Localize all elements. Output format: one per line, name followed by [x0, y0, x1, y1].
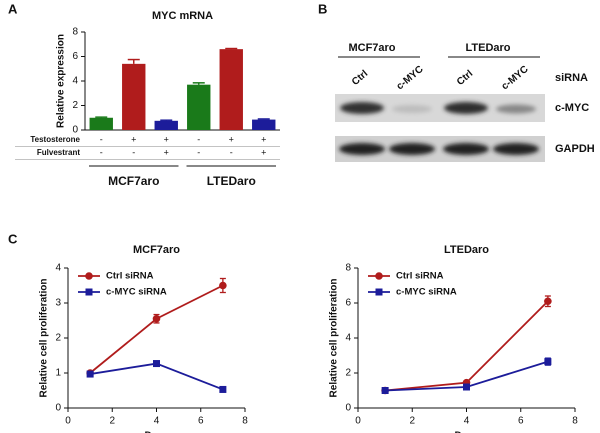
treatment-sign: - [132, 147, 135, 157]
group-label: MCF7aro [108, 174, 159, 188]
marker [219, 281, 227, 290]
series-line [89, 362, 224, 391]
marker [381, 387, 389, 394]
y-axis-label: Relative expression [56, 34, 67, 128]
legend-marker [85, 272, 93, 280]
band [496, 104, 536, 114]
treatment-sign: + [261, 134, 266, 144]
band [389, 143, 435, 155]
treatment-sign: + [261, 147, 266, 157]
band [392, 105, 432, 113]
x-axis-label: Days [145, 431, 169, 433]
marker [86, 370, 94, 378]
y-tick-label: 3 [55, 298, 61, 309]
legend-marker [85, 288, 93, 296]
chart-title: MCF7aro [133, 244, 180, 256]
lane-label: Ctrl [455, 68, 475, 88]
chart-title: LTEDaro [444, 244, 489, 256]
legend-marker [375, 272, 383, 280]
x-tick-label: 8 [242, 416, 248, 427]
band [340, 102, 384, 114]
lane-label: Ctrl [350, 68, 370, 88]
series-line [89, 284, 224, 374]
x-tick-label: 4 [154, 416, 160, 427]
lane-label: c-MYC [395, 64, 426, 92]
treatment-sign: - [100, 134, 103, 144]
treatment-sign: - [197, 147, 200, 157]
bar [187, 84, 211, 130]
group-label: LTEDaro [207, 174, 256, 188]
y-tick-label: 8 [72, 27, 78, 38]
treatment-sign: + [229, 134, 234, 144]
treatment-sign: + [164, 134, 169, 144]
protein-label: GAPDH [555, 143, 595, 155]
marker [219, 385, 227, 393]
bar [122, 63, 146, 130]
treatment-sign: - [230, 147, 233, 157]
cell-line-label: MCF7aro [348, 42, 395, 54]
y-tick-label: 2 [345, 368, 351, 379]
treatment-sign: - [197, 134, 200, 144]
treatment-label: Fulvestrant [37, 148, 80, 157]
legend-label: Ctrl siRNA [396, 271, 444, 282]
y-tick-label: 1 [55, 368, 61, 379]
legend-label: c-MYC siRNA [396, 287, 457, 298]
marker [544, 358, 552, 366]
treatment-sign: + [131, 134, 136, 144]
x-axis-label: Days [455, 431, 479, 433]
x-tick-label: 0 [355, 416, 361, 427]
x-tick-label: 0 [65, 416, 71, 427]
chart-title: MYC mRNA [152, 10, 213, 22]
y-tick-label: 2 [72, 100, 78, 111]
row-label: siRNA [555, 72, 588, 84]
series-line [385, 300, 549, 392]
band [444, 102, 488, 114]
marker [152, 314, 161, 323]
marker [463, 383, 470, 391]
treatment-sign: - [100, 147, 103, 157]
bar [252, 119, 276, 130]
legend-marker [375, 288, 383, 296]
y-tick-label: 8 [345, 263, 351, 274]
y-tick-label: 0 [55, 403, 61, 414]
band [493, 143, 539, 155]
y-tick-label: 0 [345, 403, 351, 414]
panel-label: A [8, 1, 18, 16]
bar [219, 49, 243, 130]
y-tick-label: 4 [72, 76, 78, 87]
legend-label: c-MYC siRNA [106, 287, 167, 298]
panel-label: C [8, 231, 18, 246]
x-tick-label: 6 [198, 416, 204, 427]
western-blot: MCF7aro LTEDaro Ctrl c-MYC Ctrl c-MYC si… [335, 42, 595, 162]
y-tick-label: 6 [72, 51, 78, 62]
x-tick-label: 2 [109, 416, 115, 427]
y-tick-label: 0 [72, 125, 78, 136]
y-tick-label: 2 [55, 333, 61, 344]
legend-label: Ctrl siRNA [106, 271, 154, 282]
y-tick-label: 4 [55, 263, 61, 274]
x-tick-label: 4 [464, 416, 470, 427]
marker [153, 360, 160, 368]
protein-label: c-MYC [555, 102, 589, 114]
x-tick-label: 2 [409, 416, 415, 427]
y-axis-label: Relative cell proliferation [329, 279, 340, 398]
y-tick-label: 4 [345, 333, 351, 344]
panel-label: B [318, 1, 327, 16]
treatment-sign: + [164, 147, 169, 157]
bar [154, 120, 178, 130]
band [443, 143, 489, 155]
treatment-label: Testosterone [30, 135, 80, 144]
cell-line-label: LTEDaro [465, 42, 510, 54]
lane-label: c-MYC [500, 64, 531, 92]
x-tick-label: 8 [572, 416, 578, 427]
marker [544, 297, 552, 306]
x-tick-label: 6 [518, 416, 524, 427]
bar [89, 117, 113, 130]
y-axis-label: Relative cell proliferation [39, 279, 50, 398]
y-tick-label: 6 [345, 298, 351, 309]
band [339, 143, 385, 155]
